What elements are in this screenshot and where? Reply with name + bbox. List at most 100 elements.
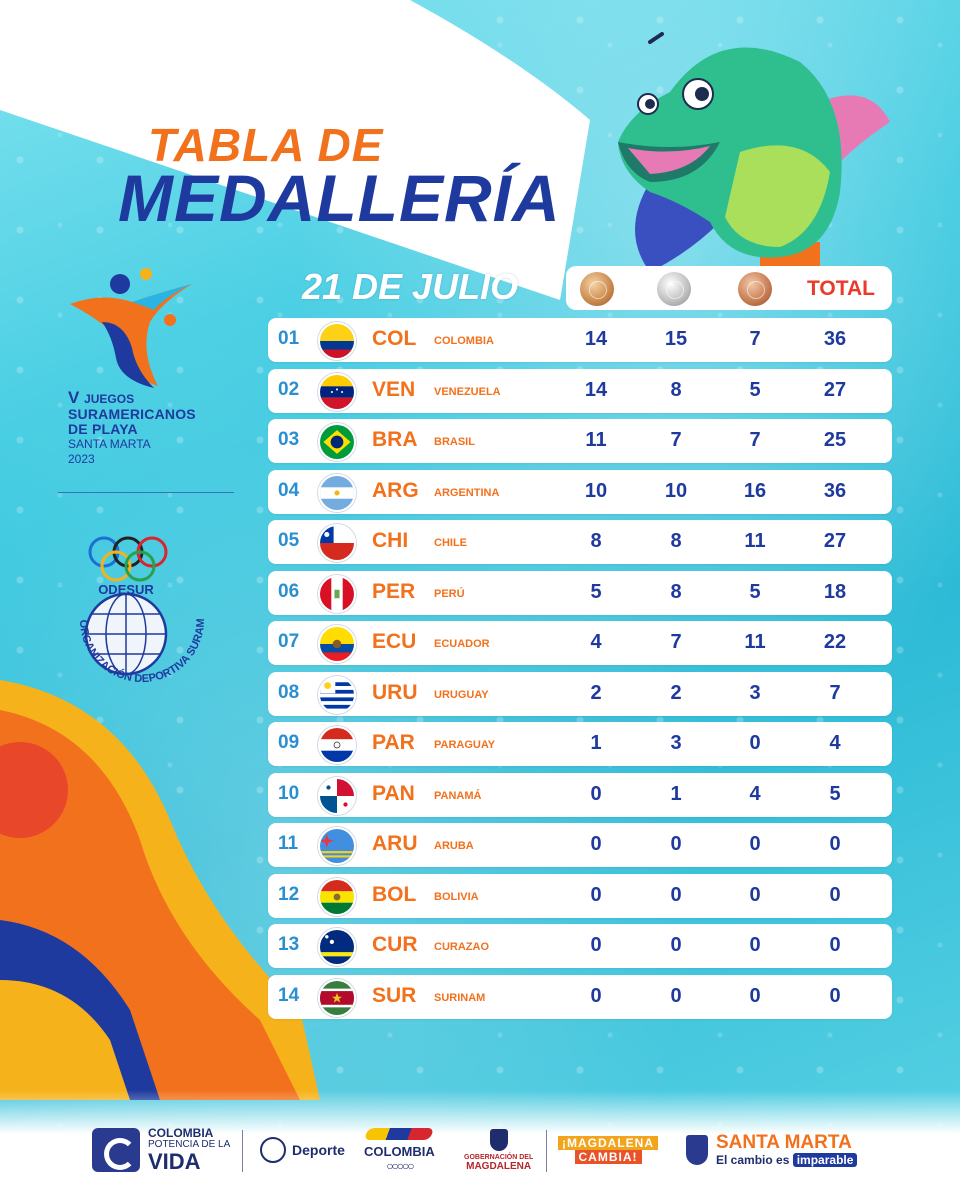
fish-mascot xyxy=(618,32,890,282)
country-code: VEN xyxy=(372,377,416,401)
flag-icon xyxy=(318,322,356,360)
event-name: V JUEGOS SURAMERICANOS DE PLAYA SANTA MA… xyxy=(68,389,196,467)
total-count: 36 xyxy=(823,328,847,350)
table-row: 02 VEN VENEZUELA 14 8 5 27 xyxy=(268,368,892,413)
flag-icon xyxy=(318,524,356,562)
odesur-acronym: ODESUR xyxy=(98,582,154,597)
silver-count: 7 xyxy=(670,429,682,451)
row-rank: 02 xyxy=(278,378,300,400)
bronze-count: 5 xyxy=(749,378,761,401)
title-line-2: MEDALLERÍA xyxy=(118,161,561,235)
magdalena-cambia-logo: ¡MAGDALENA CAMBIA! xyxy=(558,1120,658,1180)
total-count: 18 xyxy=(823,580,847,603)
colombia-olympic-logo: COLOMBIA ○○○○○ xyxy=(364,1120,435,1180)
gold-count: 14 xyxy=(584,378,608,401)
row-rank: 13 xyxy=(278,934,300,955)
total-count: 25 xyxy=(823,429,847,451)
row-rank: 11 xyxy=(278,833,299,854)
bronze-count: 11 xyxy=(744,530,766,552)
country-name: PANAMÁ xyxy=(434,789,482,802)
gobernacion-shield-icon xyxy=(489,1128,508,1151)
country-code: ARU xyxy=(372,832,418,855)
country-code: CUR xyxy=(372,933,418,956)
row-rank: 03 xyxy=(278,429,300,450)
table-row: 07 ECU ECUADOR 4 7 11 22 xyxy=(268,621,892,665)
row-rank: 05 xyxy=(278,530,300,551)
event-line-3: DE PLAYA xyxy=(68,421,138,437)
silver-count: 0 xyxy=(670,934,682,956)
country-code: BRA xyxy=(372,428,418,451)
gold-medal-icon xyxy=(580,272,614,306)
country-name: SURINAM xyxy=(434,991,486,1004)
odesur-logo: ODESUR ORGANIZACIÓN DEPORTIVA SURAMERICA… xyxy=(62,528,207,685)
silver-count: 0 xyxy=(670,833,682,855)
bronze-count: 3 xyxy=(749,681,761,704)
total-count: 36 xyxy=(823,479,847,502)
row-rank: 12 xyxy=(278,883,300,905)
total-count: 27 xyxy=(823,530,847,552)
colombia-vida-line-2: POTENCIA DE LA xyxy=(148,1139,231,1150)
total-count: 7 xyxy=(829,681,841,704)
gobernacion-magdalena-logo: GOBERNACIÓN DEL MAGDALENA xyxy=(464,1120,533,1180)
table-row: 14 SUR SURINAM 0 0 0 0 xyxy=(268,974,892,1019)
country-code: URU xyxy=(372,680,418,704)
event-line-2: SURAMERICANOS xyxy=(68,406,196,422)
country-name: ARUBA xyxy=(434,840,474,852)
bronze-medal-icon xyxy=(738,272,772,306)
total-count: 0 xyxy=(829,883,841,906)
total-count: 0 xyxy=(829,934,841,956)
flag-icon xyxy=(318,726,356,764)
flag-icon xyxy=(318,473,356,512)
event-line-4: SANTA MARTA xyxy=(68,437,151,451)
silver-count: 10 xyxy=(664,479,688,502)
santa-marta-crest-icon xyxy=(686,1135,708,1165)
magdalena-cambia-line-1: ¡MAGDALENA xyxy=(558,1136,658,1150)
ministry-seal-icon xyxy=(260,1137,286,1163)
colombia-vida-icon xyxy=(92,1128,140,1172)
gold-count: 10 xyxy=(584,479,608,502)
gold-count: 5 xyxy=(590,580,602,603)
bronze-count: 0 xyxy=(749,984,761,1007)
row-rank: 10 xyxy=(278,782,300,804)
country-code: ARG xyxy=(372,478,419,502)
total-count: 0 xyxy=(829,833,841,855)
flag-icon xyxy=(318,372,356,411)
country-name: BRASIL xyxy=(434,436,475,448)
gold-count: 0 xyxy=(590,883,602,906)
gobernacion-line-1: GOBERNACIÓN DEL xyxy=(464,1153,534,1161)
country-code: CHI xyxy=(372,529,409,552)
silver-count: 0 xyxy=(670,984,682,1007)
table-row: 08 URU URUGUAY 2 2 3 7 xyxy=(268,671,892,716)
bronze-count: 11 xyxy=(744,631,766,653)
table-row: 06 PER PERÚ 5 8 5 18 xyxy=(268,570,892,615)
country-name: BOLIVIA xyxy=(434,890,479,903)
colombia-flag-ribbon-icon xyxy=(364,1127,435,1140)
bronze-count: 7 xyxy=(749,328,761,350)
flag-icon xyxy=(318,625,356,663)
olympic-rings-icon: ○○○○○ xyxy=(386,1158,414,1173)
table-row: 01 COL COLOMBIA 14 15 7 36 xyxy=(268,318,892,362)
country-name: PARAGUAY xyxy=(434,739,496,751)
title-line-1: TABLA DE xyxy=(148,119,384,171)
bronze-count: 16 xyxy=(743,479,767,502)
flag-icon xyxy=(318,928,356,966)
silver-count: 0 xyxy=(670,883,682,906)
gold-count: 0 xyxy=(590,833,602,855)
table-header xyxy=(566,266,892,310)
table-row: 03 BRA BRASIL 11 7 7 25 xyxy=(268,419,892,463)
country-code: PER xyxy=(372,579,416,603)
bronze-count: 4 xyxy=(749,782,761,805)
row-rank: 04 xyxy=(278,479,300,501)
row-rank: 14 xyxy=(278,984,300,1006)
logo-divider xyxy=(58,492,234,493)
gobernacion-line-2: MAGDALENA xyxy=(466,1160,532,1172)
colombia-olympic-label: COLOMBIA xyxy=(364,1143,435,1159)
row-rank: 09 xyxy=(278,732,300,753)
country-code: PAN xyxy=(372,781,415,805)
decorative-waves xyxy=(0,680,320,1100)
medal-table-rows: 01 COL COLOMBIA 14 15 7 36 02 VEN VENEZUELA 14 8 5 27… xyxy=(268,318,892,1025)
country-code: PAR xyxy=(372,731,415,754)
flag-icon xyxy=(318,423,356,461)
colombia-potencia-vida-logo: COLOMBIA POTENCIA DE LA VIDA xyxy=(92,1120,230,1180)
